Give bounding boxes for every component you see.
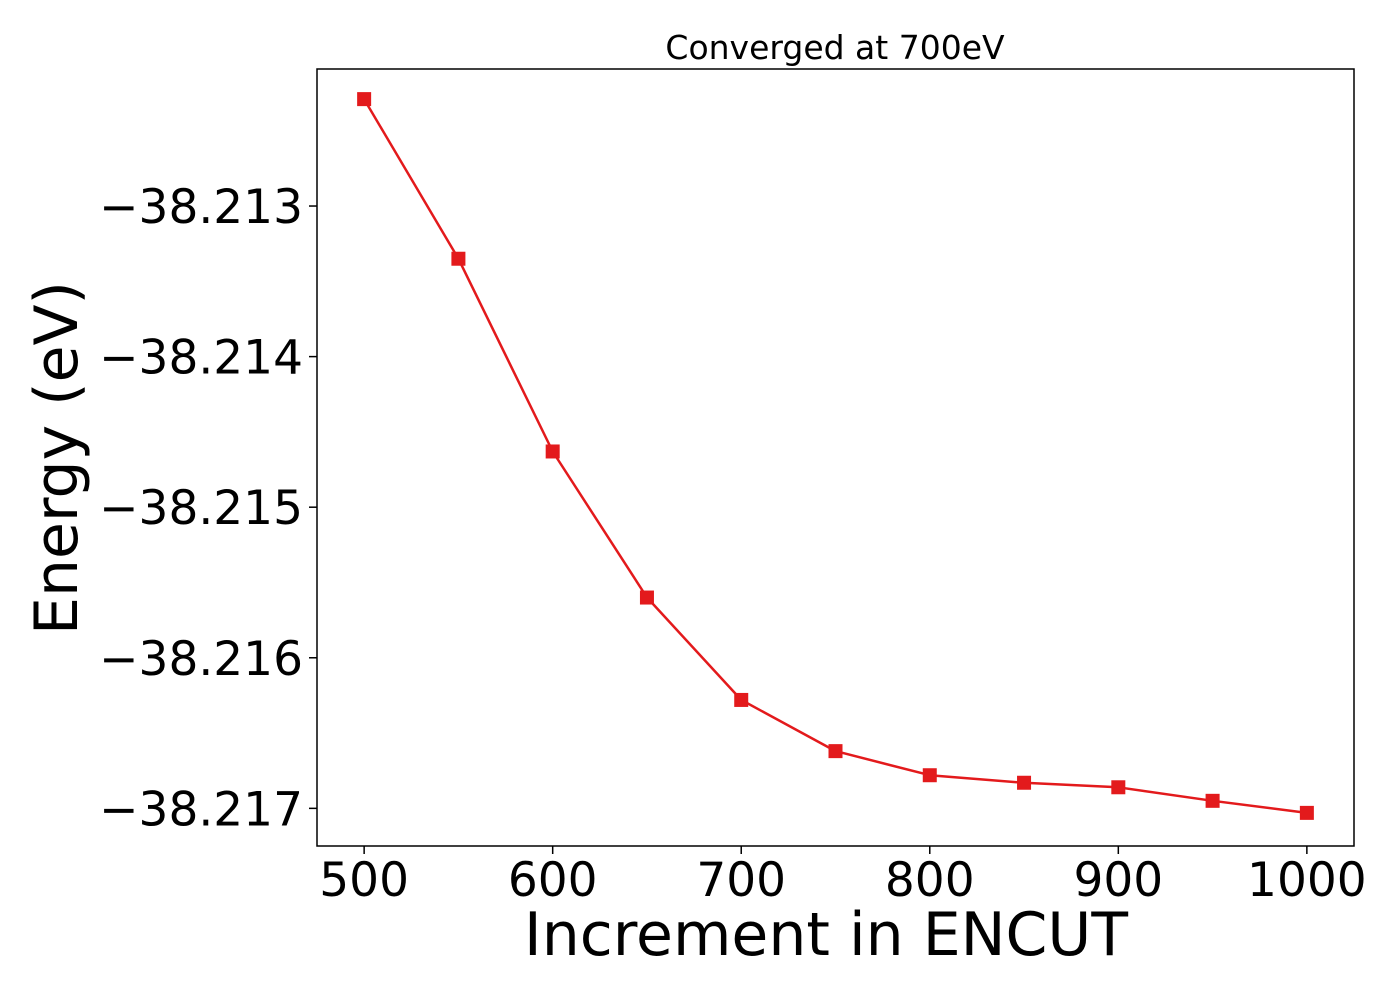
data-point-marker <box>828 744 843 759</box>
y-axis-title: Energy (eV) <box>22 281 92 635</box>
data-point-marker <box>922 768 937 783</box>
x-axis-ticks: 500 600 700 800 900 1000 <box>319 846 1367 908</box>
chart-title: Converged at 700eV <box>665 28 1005 67</box>
x-tick-label: 700 <box>696 853 786 908</box>
y-axis-ticks: −38.213 −38.214 −38.215 −38.216 −38.217 <box>99 180 317 837</box>
data-point-marker <box>357 92 372 107</box>
x-tick-label: 900 <box>1073 853 1163 908</box>
y-tick-label: −38.215 <box>99 481 303 536</box>
series-line <box>363 98 1308 815</box>
x-axis-title: Increment in ENCUT <box>524 900 1128 970</box>
y-tick-label: −38.213 <box>99 180 303 235</box>
x-tick-label: 800 <box>885 853 975 908</box>
x-tick-label: 500 <box>319 853 409 908</box>
data-point-marker <box>545 444 560 459</box>
x-tick-label: 600 <box>508 853 598 908</box>
data-point-marker <box>1205 793 1220 808</box>
data-point-marker <box>1299 805 1314 820</box>
data-point-marker <box>451 251 466 266</box>
plot-area-frame <box>316 68 1355 847</box>
y-tick-label: −38.217 <box>99 782 303 837</box>
data-point-marker <box>1017 775 1032 790</box>
x-tick-label: 1000 <box>1247 853 1367 908</box>
y-tick-label: −38.214 <box>99 331 303 386</box>
series-layer <box>357 92 1314 820</box>
data-point-marker <box>639 590 654 605</box>
data-point-marker <box>1111 780 1126 795</box>
y-tick-label: −38.216 <box>99 632 303 687</box>
data-point-marker <box>734 692 749 707</box>
